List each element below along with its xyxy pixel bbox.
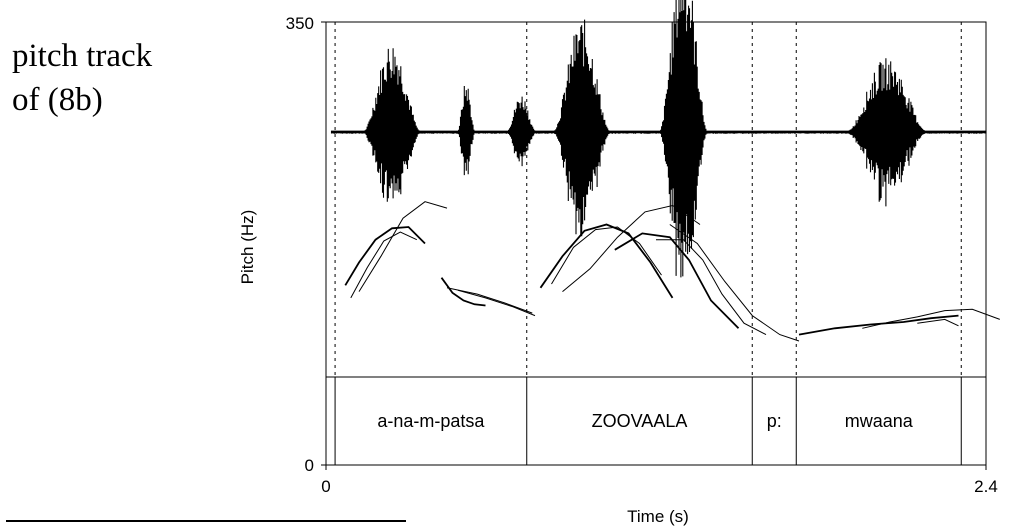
segment-label: p: [767,411,782,431]
plot-border [325,21,987,466]
x-tick-label-max: 2.4 [974,477,998,496]
segment-labels: a-na-m-patsa ZOOVAALA p: mwaana [377,411,913,431]
pitch-curve [669,224,800,342]
pitch-curve [656,239,767,336]
footnote-rule [6,520,406,522]
caption-line-2: of (8b) [12,82,103,118]
caption-line-1: pitch track [12,38,153,74]
pitch-curves [344,201,1000,342]
pitch-curve [344,226,426,286]
pitch-curve [539,223,674,299]
pitch-curve [358,201,448,292]
pitch-curve [798,314,959,336]
segment-label: a-na-m-patsa [377,411,485,431]
y-tick-label-max: 350 [286,14,314,33]
pitch-curve [551,226,662,285]
slide-caption: pitch track of (8b) [12,34,152,122]
pitch-curve [614,232,740,329]
pitch-curve [862,308,1000,329]
plot-frame [321,21,987,470]
pitch-curve [350,231,418,299]
waveform [330,0,987,278]
pitch-curve [457,289,536,317]
segment-label: ZOOVAALA [592,411,688,431]
pitch-curve [562,204,701,292]
x-tick-label-min: 0 [321,477,330,496]
segment-boundaries [334,22,962,465]
segment-label: mwaana [845,411,914,431]
y-tick-label-min: 0 [305,456,314,475]
waveform-trace [330,0,987,278]
pitch-curve [917,318,959,327]
y-axis-label: Pitch (Hz) [238,210,257,285]
x-axis-label: Time (s) [627,507,689,526]
